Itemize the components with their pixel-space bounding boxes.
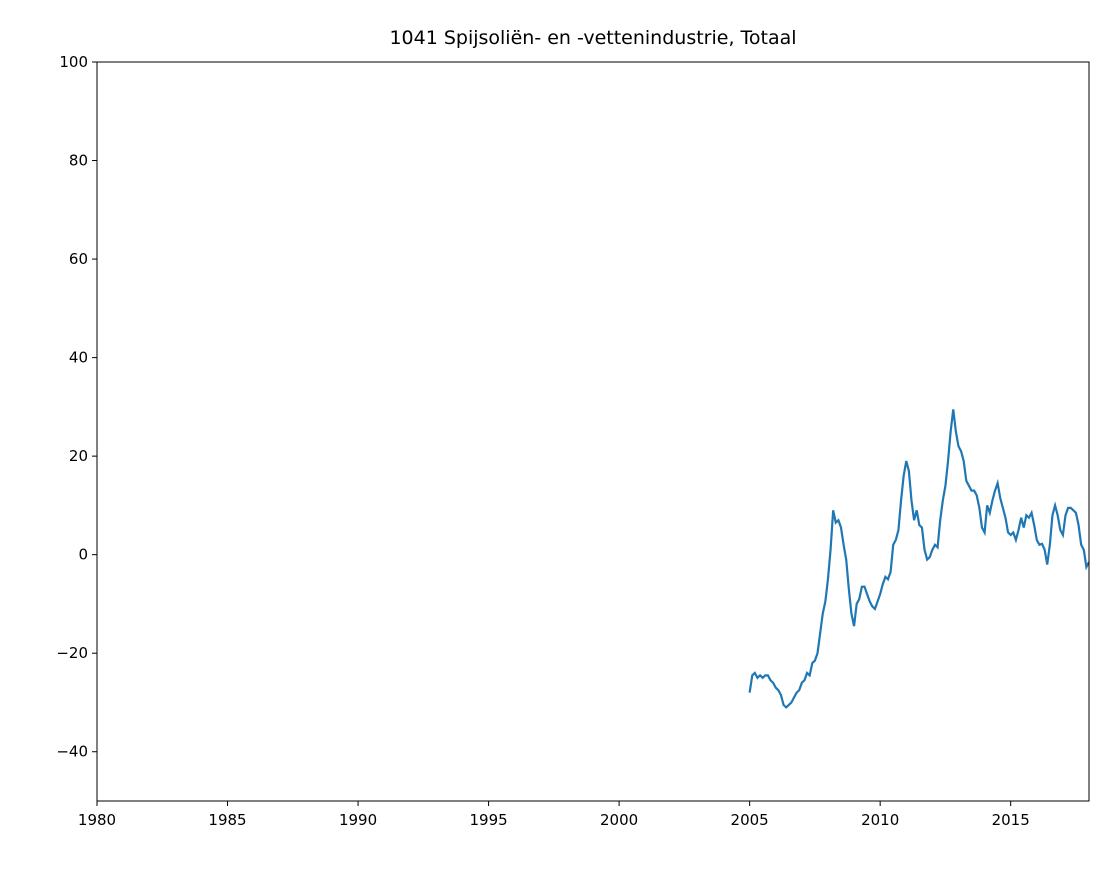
x-tick-label: 1985: [208, 811, 246, 829]
x-tick-label: 2015: [992, 811, 1030, 829]
data-line: [748, 409, 1089, 709]
y-tick-label: 0: [78, 546, 88, 564]
y-tick-label: 20: [69, 447, 88, 465]
y-tick-label: −40: [56, 743, 88, 761]
y-tick-label: 40: [69, 349, 88, 367]
x-tick-label: 2005: [731, 811, 769, 829]
x-tick-label: 2010: [861, 811, 899, 829]
y-tick-label: 60: [69, 250, 88, 268]
y-tick-label: 100: [59, 53, 88, 71]
x-tick-label: 1980: [78, 811, 116, 829]
x-tick-label: 1990: [339, 811, 377, 829]
x-tick-label: 1995: [469, 811, 507, 829]
chart-title: 1041 Spijsoliën- en -vettenindustrie, To…: [389, 27, 796, 49]
y-tick-label: −20: [56, 644, 88, 662]
plot-frame: [96, 61, 1090, 802]
y-tick-label: 80: [69, 152, 88, 170]
x-tick-label: 2000: [600, 811, 638, 829]
